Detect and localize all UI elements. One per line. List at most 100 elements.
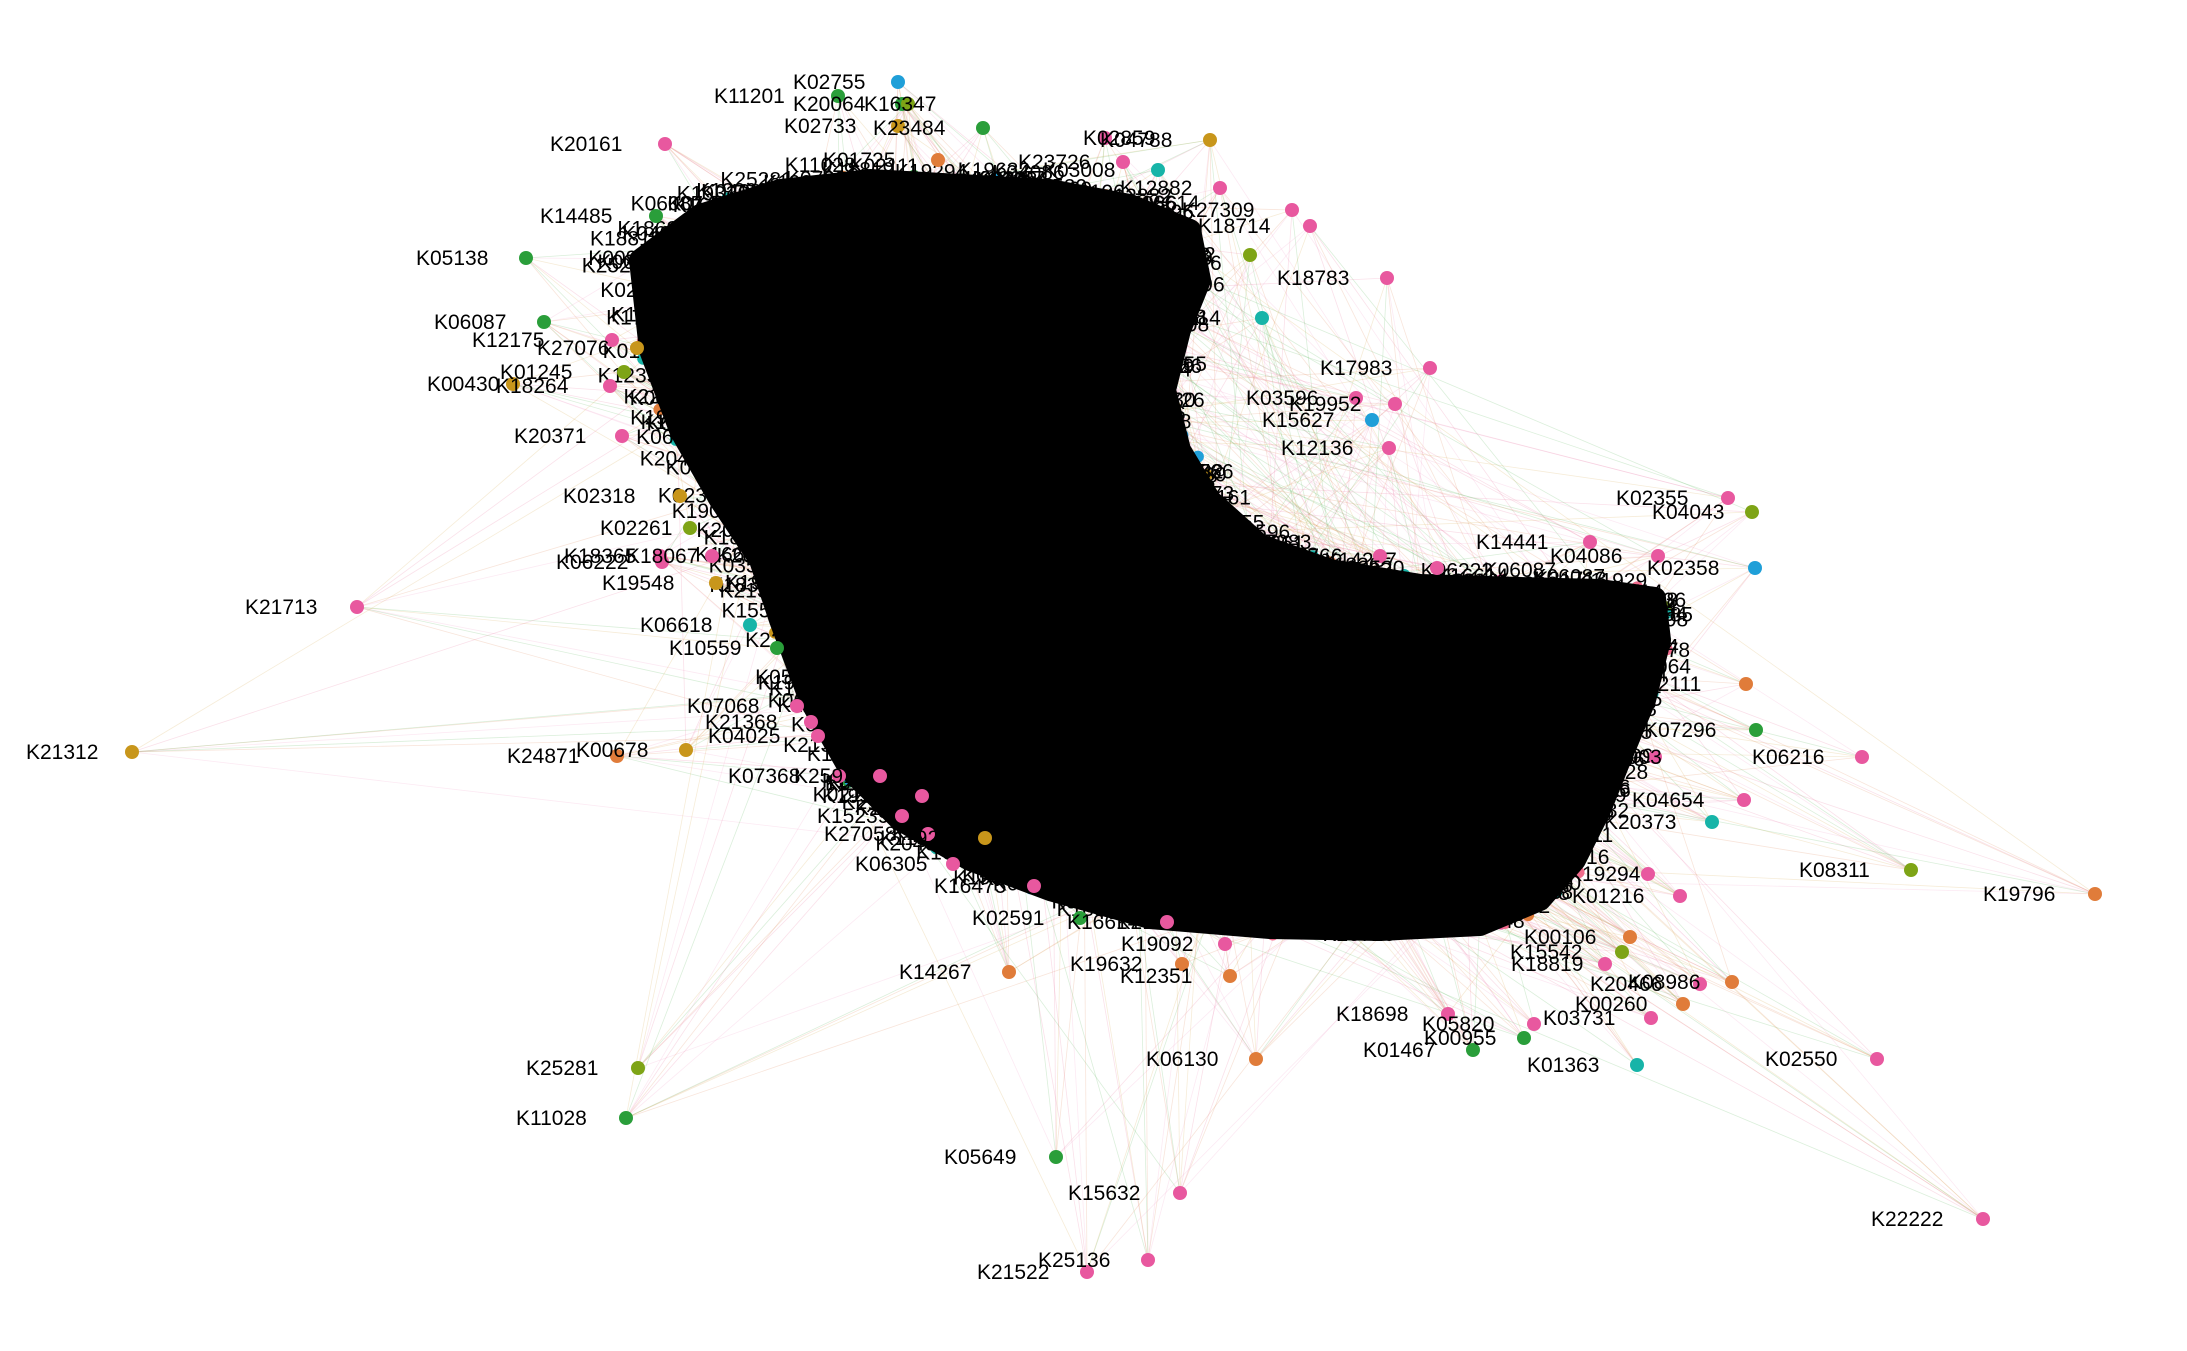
node-K14485 [649,209,663,223]
node-label-K05649: K05649 [944,1146,1016,1169]
core-node-label: K00430 [1123,389,1195,412]
core-node-label: K15632 [1151,460,1223,483]
core-node-label: K01216 [1149,252,1221,275]
node-K06305 [946,857,960,871]
core-node-label: K12882 [1099,185,1171,208]
node-label-K10559: K10559 [669,637,741,660]
node-label-K02859: K02859 [1083,127,1155,150]
node-label-K02733: K02733 [784,115,856,138]
core-node-label: K00260 [1509,872,1581,895]
core-node-label: K27058 [855,797,927,820]
core-node-label: K20373 [717,545,789,568]
node-label-K11028: K11028 [516,1107,587,1130]
node-label-K03520: K03520 [1332,557,1404,580]
core-node-label: K23484 [977,169,1050,192]
node-label-K00260: K00260 [1575,993,1647,1016]
core-node-label: K05820 [1020,178,1092,201]
node-K03596 [1349,391,1363,405]
node-K17983 [1423,361,1437,375]
core-node-label: K01467 [667,193,739,216]
core-node-label: K17983 [769,678,841,701]
node-K06216 [1855,750,1869,764]
node-label-K24871: K24871 [507,745,579,768]
core-node-label: K17983 [606,307,678,330]
core-node-label: K20064 [1619,656,1692,679]
node-label-K03596: K03596 [1246,387,1318,410]
core-node-label: K04043 [1065,192,1137,215]
node-label-K15239: K15239 [817,805,889,828]
node-label-K03731: K03731 [1543,1007,1615,1030]
node-K20371 [615,429,629,443]
node-K12136 [1382,441,1396,455]
core-node-label: K04654 [1133,279,1206,302]
core-node-label: K05138 [998,864,1070,887]
node-K05820 [1527,1017,1541,1031]
core-node-label: K11903 [887,176,958,199]
node-label-K16614: K16614 [1067,911,1140,934]
dense-core-blob [629,169,1671,941]
edge-K18714 [1309,225,1637,632]
core-node-label: K03008 [1137,313,1209,336]
node-K19952 [1388,397,1402,411]
node-label-K19092: K19092 [1121,933,1193,956]
node-label-K25281: K25281 [526,1057,598,1080]
core-node-label: K19632 [725,572,797,595]
node-K02318 [673,489,687,503]
node-label-K08311: K08311 [1799,859,1870,882]
node-label-K06618: K06618 [640,614,712,637]
core-node-label: K03008 [1616,609,1688,632]
node-label-K20373: K20373 [1604,811,1676,834]
node-K19294 [1641,867,1655,881]
core-node-label: K25281 [582,255,654,278]
edge-K15632 [1136,900,1181,1194]
core-node-label: K23726 [1323,923,1395,946]
edge-K25136 [1034,863,1149,1261]
node-label-K02261: K02261 [600,517,672,540]
node-K25281 [631,1061,645,1075]
edge-K04114 [1261,317,1377,595]
core-label-layer: K04025K00955K18698K06087K18819K04025K014… [582,154,1693,946]
core-node-label: K16614 [1436,565,1509,588]
node-label-K18264: K18264 [496,375,569,398]
node-K27076 [630,341,644,355]
node-label-K15632: K15632 [1068,1182,1140,1205]
core-node-label: K18698 [1606,589,1678,612]
node-K12351 [1223,969,1237,983]
core-node-label: K19092 [630,407,702,430]
node-label-K05138: K05138 [416,247,488,270]
core-node-label: K07296 [1152,273,1224,296]
node-K02355 [1721,491,1735,505]
core-node-label: K19952 [1037,877,1109,900]
node-label-K04654: K04654 [1632,789,1705,812]
node-label-K05820: K05820 [1422,1013,1494,1036]
core-node-label: K00106 [1052,181,1124,204]
core-node-label: K19330 [611,304,683,327]
node-label-K19632: K19632 [1070,953,1142,976]
core-node-label: K19092 [696,179,768,202]
node-K03008 [1151,163,1165,177]
node-K02755 [891,75,905,89]
node-label-K18714: K18714 [1198,215,1271,238]
node-K19548 [709,576,723,590]
core-node-label: K19294 [1615,603,1688,626]
core-node-label: K02111 [849,155,918,178]
core-node-label: K20064 [1606,635,1679,658]
edge-K24871 [616,755,938,835]
edge-K14441 [1241,541,1591,547]
core-node-label: K17983 [641,411,713,434]
core-node-label: K15627 [953,867,1025,890]
core-node-label: K06216 [1226,914,1298,937]
core-node-label: K19092 [1501,867,1573,890]
node-K06222 [655,555,669,569]
core-node-label: K16614 [1127,192,1200,215]
core-node-label: K18067 [972,168,1044,191]
node-label-K07766: K07766 [1270,545,1342,568]
core-node-label: K19548 [1373,900,1445,923]
core-node-label: K02733 [600,279,672,302]
core-node-label: K04086 [992,161,1064,184]
core-node-label: K15542 [721,600,793,623]
node-label-K15542: K15542 [1510,941,1582,964]
node-label-K12882: K12882 [1120,177,1192,200]
node-K07368 [832,769,846,783]
core-node-label: K27309 [1581,745,1653,768]
